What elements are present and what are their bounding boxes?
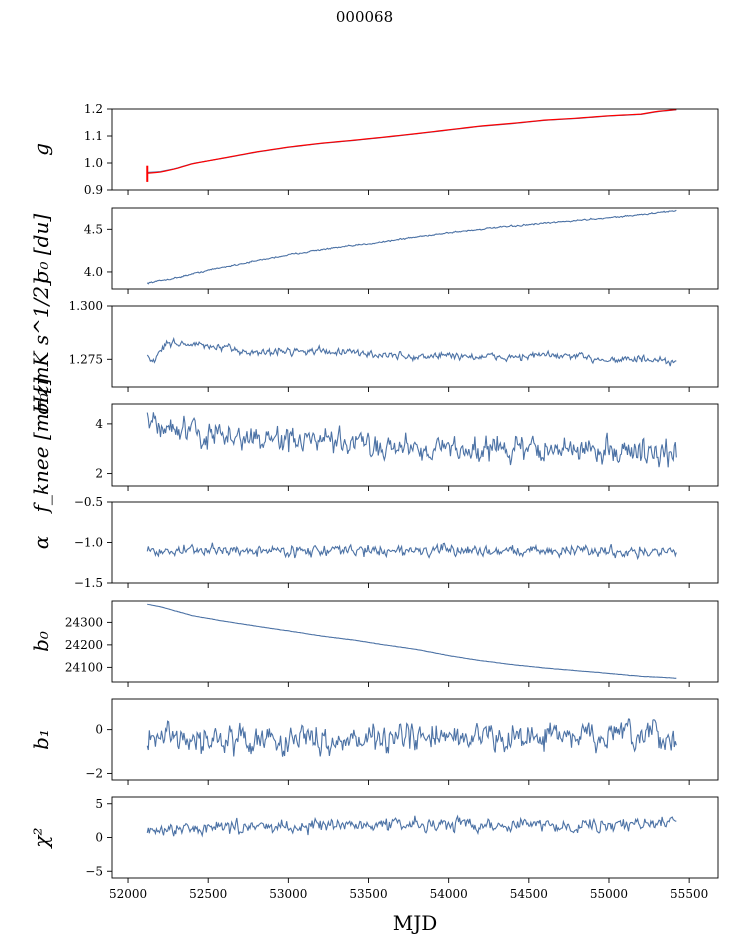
ytick-label-alpha: −1.5 xyxy=(74,576,103,590)
ylabel-g: g xyxy=(29,143,53,156)
ytick-label-g: 1.0 xyxy=(84,156,103,170)
series-group-alpha xyxy=(146,542,677,561)
series-group-sigma0_mK xyxy=(146,336,677,367)
ytick-label-chi2: 0 xyxy=(95,831,103,845)
panel-b1: 0 −2 b₁ xyxy=(29,698,719,785)
xtick-label: 54000 xyxy=(430,887,468,901)
ytick-label-b0: 24200 xyxy=(65,638,103,652)
ylabel-sigma0_du: σ₀ [du] xyxy=(29,214,53,284)
ytick-label-fknee: 2 xyxy=(95,467,103,481)
axes-frame-sigma0_mK xyxy=(111,305,719,388)
axes-frame-b1 xyxy=(111,698,719,781)
series-group-b0 xyxy=(147,603,677,679)
series-group-chi2 xyxy=(146,814,677,838)
xtick-label: 52500 xyxy=(189,887,227,901)
panel-g: 1.2 1.1 1.0 0.9 g xyxy=(29,102,719,197)
xtick-label: 52000 xyxy=(109,887,147,901)
series-group-fknee xyxy=(146,412,677,468)
panel-sigma0_du: 4.5 4.0 σ₀ [du] xyxy=(29,207,719,294)
series-line-b1-0 xyxy=(146,718,677,757)
ytick-label-b1: 0 xyxy=(95,723,103,737)
ytick-label-b0: 24300 xyxy=(65,615,103,629)
ylabel-fknee: f_knee [mHz] xyxy=(29,377,53,514)
series-line-sigma0_mK-0 xyxy=(146,336,677,367)
ytick-label-chi2: −5 xyxy=(85,864,103,878)
panel-sigma0_mK: 1.300 1.275 σ₀[mK s^1/2] xyxy=(29,278,719,415)
series-line-g-0 xyxy=(147,109,677,173)
series-group-sigma0_du xyxy=(146,209,677,285)
ytick-label-b0: 24100 xyxy=(65,660,103,674)
ytick-label-g: 1.1 xyxy=(84,129,103,143)
series-line-b0-0 xyxy=(147,603,677,679)
ytick-label-sigma0_mK: 1.300 xyxy=(69,299,103,313)
xtick-label: 55500 xyxy=(670,887,708,901)
axes-frame-alpha xyxy=(111,501,719,584)
xtick-label: 54500 xyxy=(510,887,548,901)
ytick-label-g: 1.2 xyxy=(84,102,103,116)
figure-title: 000068 xyxy=(335,8,394,26)
series-line-fknee-0 xyxy=(146,412,677,468)
axes-frame-b0 xyxy=(111,600,719,683)
series-group-b1 xyxy=(146,718,677,757)
ylabel-b1: b₁ xyxy=(29,729,53,750)
ylabel-alpha: α xyxy=(29,535,53,549)
ytick-label-sigma0_mK: 1.275 xyxy=(69,352,103,366)
axes-frame-sigma0_du xyxy=(111,207,719,290)
series-line-chi2-0 xyxy=(146,814,677,838)
ytick-label-chi2: 5 xyxy=(95,797,103,811)
ylabel-b0: b₀ xyxy=(29,631,53,652)
panel-b0: 24300 24200 24100 b₀ xyxy=(29,600,719,687)
panel-fknee: 4 2 f_knee [mHz] xyxy=(29,377,719,514)
ylabel-chi2: χ² xyxy=(29,827,53,849)
ytick-label-b1: −2 xyxy=(85,766,103,780)
x-axis-label: MJD xyxy=(393,911,438,935)
axes-frame-g xyxy=(111,108,719,191)
ytick-label-sigma0_du: 4.5 xyxy=(84,222,103,236)
axes-frame-chi2 xyxy=(111,796,719,879)
ytick-label-sigma0_du: 4.0 xyxy=(84,265,103,279)
xtick-label: 53500 xyxy=(349,887,387,901)
xtick-label: 55000 xyxy=(590,887,628,901)
series-group-g xyxy=(146,109,677,182)
ylabel-sigma0_mK: σ₀[mK s^1/2] xyxy=(29,278,53,415)
series-line-g-1 xyxy=(147,109,677,174)
xtick-label: 53000 xyxy=(269,887,307,901)
panel-alpha: −0.5 −1.0 −1.5 α xyxy=(29,495,719,590)
axes-frame-fknee xyxy=(111,403,719,487)
ytick-label-g: 0.9 xyxy=(84,183,103,197)
ytick-label-alpha: −1.0 xyxy=(74,536,103,550)
ytick-label-fknee: 4 xyxy=(95,417,103,431)
panel-chi2: 5 0 −5 52000 52500 53000 53500 54000 54500 55000 5… xyxy=(29,796,719,901)
series-line-sigma0_du-0 xyxy=(146,209,677,285)
ytick-label-alpha: −0.5 xyxy=(74,495,103,509)
series-line-alpha-0 xyxy=(146,542,677,561)
